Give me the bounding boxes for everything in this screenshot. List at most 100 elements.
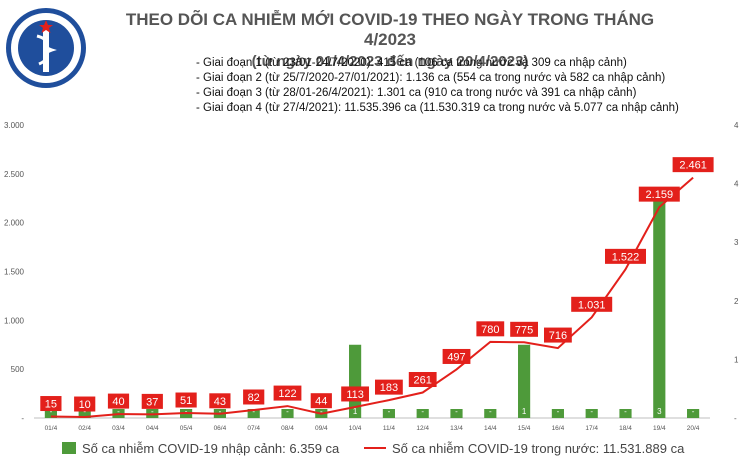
line-label-box: [476, 321, 505, 337]
line-data-label: 122: [278, 388, 296, 400]
bar-imported: [484, 409, 497, 418]
line-label-box: [605, 248, 646, 264]
x-tick-label: 05/4: [180, 425, 193, 432]
bar-data-label: -: [455, 407, 458, 416]
bar-imported: [416, 409, 429, 418]
bar-imported: [518, 344, 531, 418]
y-left-tick-label: 1.000: [4, 316, 25, 325]
y-left-tick-label: -: [21, 414, 24, 423]
bar-data-label: -: [624, 407, 627, 416]
phase-item: - Giai đoạn 2 (từ 25/7/2020-27/01/2021):…: [196, 72, 666, 84]
x-tick-label: 12/4: [416, 425, 429, 432]
line-label-box: [571, 296, 613, 312]
bar-data-label: -: [185, 407, 188, 416]
line-data-label: 37: [146, 396, 158, 408]
line-label-box: [209, 393, 231, 409]
legend-item-imported: Số ca nhiễm COVID-19 nhập cảnh: 6.359 ca: [62, 441, 339, 456]
bar-data-label: -: [252, 407, 255, 416]
x-tick-label: 09/4: [315, 425, 328, 432]
bar-imported: [551, 409, 564, 418]
x-tick-label: 11/4: [383, 425, 396, 432]
legend-label-imported: Số ca nhiễm COVID-19 nhập cảnh: 6.359 ca: [82, 441, 340, 456]
phase-item: - Giai đoạn 1 (từ 23/01-24/7/2020): 415 …: [196, 57, 627, 69]
line-label-box: [175, 392, 197, 408]
x-tick-label: 04/4: [146, 425, 159, 432]
bar-imported: [653, 198, 666, 418]
bar-data-label: -: [557, 407, 560, 416]
x-tick-label: 18/4: [619, 425, 632, 432]
bar-data-label: -: [421, 407, 424, 416]
y-right-tick-label: 1: [734, 355, 739, 364]
line-data-label: 780: [481, 324, 499, 336]
y-left-tick-label: 2.000: [4, 219, 25, 228]
bar-data-label: -: [388, 407, 391, 416]
x-tick-label: 07/4: [247, 425, 260, 432]
x-tick-label: 08/4: [281, 425, 294, 432]
line-data-label: 43: [214, 396, 226, 408]
line-label-box: [273, 385, 302, 401]
x-tick-label: 15/4: [518, 425, 531, 432]
bar-imported: [78, 409, 91, 418]
chart-title: THEO DÕI CA NHIỄM MỚI COVID-19 THEO NGÀY…: [125, 10, 655, 49]
legend-item-domestic: Số ca nhiễm COVID-19 trong nước: 11.531.…: [364, 441, 684, 456]
bar-data-label: 1: [522, 407, 527, 416]
line-data-label: 15: [45, 399, 57, 411]
phase-item: - Giai đoạn 3 (từ 28/01-26/4/2021): 1.30…: [196, 87, 637, 99]
line-label-box: [442, 348, 471, 364]
phases-list: - Giai đoạn 1 (từ 23/01-24/7/2020): 415 …: [196, 56, 679, 116]
line-label-box: [375, 379, 403, 395]
line-data-label: 10: [79, 399, 91, 411]
bar-imported: [281, 409, 294, 418]
bar-data-label: -: [489, 407, 492, 416]
line-data-label: 497: [447, 351, 465, 363]
bar-data-label: -: [50, 407, 53, 416]
line-data-label: 775: [515, 324, 533, 336]
x-tick-label: 13/4: [450, 425, 463, 432]
line-data-label: 716: [549, 330, 567, 342]
y-left-tick-label: 1.500: [4, 268, 25, 277]
legend-bar-swatch: [62, 442, 76, 454]
y-left-tick-label: 2.500: [4, 170, 25, 179]
line-domestic: [50, 176, 694, 419]
bar-data-label: -: [320, 407, 323, 416]
x-tick-label: 16/4: [552, 425, 565, 432]
line-data-label: 113: [346, 389, 364, 401]
phase-item: - Giai đoạn 4 (từ 27/4/2021): 11.535.396…: [196, 102, 679, 114]
line-data-label: 1.522: [612, 251, 640, 263]
bar-imported: [619, 409, 632, 418]
line-data-label: 40: [112, 396, 124, 408]
line-label-box: [141, 393, 163, 409]
y-left-tick-label: 500: [11, 365, 25, 374]
y-right-tick-label: -: [734, 414, 737, 423]
ministry-of-health-logo: [6, 8, 86, 88]
y-left-tick-label: 3.000: [4, 121, 25, 130]
x-tick-label: 19/4: [653, 425, 666, 432]
line-label-box: [672, 157, 714, 173]
line-data-label: 2.159: [646, 189, 674, 201]
line-label-box: [243, 389, 265, 405]
x-tick-label: 20/4: [687, 425, 700, 432]
line-data-label: 261: [414, 375, 432, 387]
bar-imported: [687, 409, 700, 418]
line-label-box: [341, 386, 369, 402]
line-label-box: [40, 396, 62, 412]
x-tick-label: 17/4: [585, 425, 598, 432]
x-tick-label: 03/4: [112, 425, 125, 432]
bar-imported: [382, 409, 395, 418]
line-label-box: [638, 186, 680, 202]
x-tick-label: 01/4: [45, 425, 58, 432]
bar-imported: [247, 409, 260, 418]
bar-data-label: -: [692, 407, 695, 416]
chart-title-block: THEO DÕI CA NHIỄM MỚI COVID-19 THEO NGÀY…: [110, 10, 670, 72]
bar-data-label: 3: [657, 407, 662, 416]
line-label-box: [107, 393, 130, 409]
legend-line-swatch: [364, 447, 386, 449]
bar-imported: [585, 409, 598, 418]
line-data-label: 51: [180, 395, 192, 407]
chart-subtitle: (từ ngày 01/4/2023 đến ngày 20/4/2023): [251, 53, 529, 70]
line-data-label: 44: [315, 396, 327, 408]
chart-legend: Số ca nhiễm COVID-19 nhập cảnh: 6.359 ca…: [0, 438, 740, 460]
legend-label-domestic: Số ca nhiễm COVID-19 trong nước: 11.531.…: [392, 441, 685, 456]
line-data-label: 2.461: [679, 160, 707, 172]
